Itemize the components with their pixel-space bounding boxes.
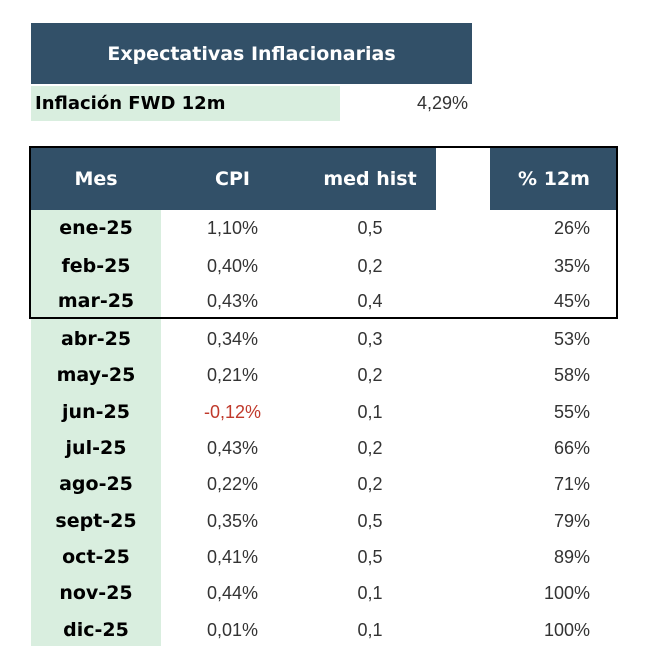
pct-12m-cell: 45% xyxy=(553,290,590,311)
table-row: oct-25 0,41% 0,5 89% xyxy=(0,539,648,575)
month-cell: ene-25 xyxy=(59,217,133,239)
pct-12m-cell: 66% xyxy=(553,437,590,458)
cpi-cell: 0,40% xyxy=(206,255,259,276)
table-row: sept-25 0,35% 0,5 79% xyxy=(0,503,648,539)
cpi-cell: 0,21% xyxy=(206,364,259,385)
pct-12m-cell: 55% xyxy=(553,401,590,422)
cpi-cell: 0,44% xyxy=(206,582,259,603)
cpi-cell: 0,43% xyxy=(206,437,259,458)
month-cell: nov-25 xyxy=(59,582,133,604)
month-cell: oct-25 xyxy=(62,546,130,568)
med-hist-cell: 0,2 xyxy=(357,255,383,276)
month-cell: feb-25 xyxy=(61,255,131,277)
table-title: Expectativas Inflacionarias xyxy=(31,23,472,84)
fwd-inflation-value: 4,29% xyxy=(416,93,468,113)
month-cell: may-25 xyxy=(56,364,136,386)
month-cell: sept-25 xyxy=(55,510,137,532)
pct-12m-cell: 100% xyxy=(543,582,590,603)
pct-12m-cell: 79% xyxy=(553,510,590,531)
table-row: jul-25 0,43% 0,2 66% xyxy=(0,430,648,466)
table-row: mar-25 0,43% 0,4 45% xyxy=(0,283,648,319)
cpi-cell: 0,22% xyxy=(206,473,259,494)
table-row: nov-25 0,44% 0,1 100% xyxy=(0,575,648,611)
cpi-cell: 0,34% xyxy=(206,328,259,349)
med-hist-cell: 0,1 xyxy=(357,582,383,603)
pct-12m-cell: 100% xyxy=(543,619,590,640)
column-header-mes: Mes xyxy=(31,148,161,210)
month-column-background xyxy=(31,210,161,646)
cpi-cell: 0,43% xyxy=(206,290,259,311)
table-row: dic-25 0,01% 0,1 100% xyxy=(0,612,648,648)
column-header-pct-12m: % 12m xyxy=(490,148,618,210)
med-hist-cell: 0,2 xyxy=(357,473,383,494)
month-cell: jun-25 xyxy=(62,401,130,423)
cpi-cell: 0,01% xyxy=(206,619,259,640)
table-row: abr-25 0,34% 0,3 53% xyxy=(0,321,648,357)
med-hist-cell: 0,3 xyxy=(357,328,383,349)
med-hist-cell: 0,1 xyxy=(357,619,383,640)
cpi-cell: -0,12% xyxy=(203,401,262,422)
table-row: ago-25 0,22% 0,2 71% xyxy=(0,466,648,502)
month-cell: ago-25 xyxy=(59,473,133,495)
column-header-cpi: CPI xyxy=(161,148,304,210)
med-hist-cell: 0,1 xyxy=(357,401,383,422)
cpi-cell: 0,41% xyxy=(206,546,259,567)
med-hist-cell: 0,5 xyxy=(357,510,383,531)
pct-12m-cell: 89% xyxy=(553,546,590,567)
table-row: feb-25 0,40% 0,2 35% xyxy=(0,248,648,284)
pct-12m-cell: 71% xyxy=(553,473,590,494)
month-cell: mar-25 xyxy=(57,290,135,312)
pct-12m-cell: 58% xyxy=(553,364,590,385)
table-row: jun-25 -0,12% 0,1 55% xyxy=(0,394,648,430)
cpi-cell: 1,10% xyxy=(206,217,259,238)
med-hist-cell: 0,5 xyxy=(357,217,383,238)
month-cell: abr-25 xyxy=(60,328,132,350)
med-hist-cell: 0,2 xyxy=(357,437,383,458)
column-header-med-hist: med hist xyxy=(304,148,436,210)
pct-12m-cell: 26% xyxy=(553,217,590,238)
month-cell: jul-25 xyxy=(65,437,127,459)
med-hist-cell: 0,2 xyxy=(357,364,383,385)
table-row: may-25 0,21% 0,2 58% xyxy=(0,357,648,393)
pct-12m-cell: 35% xyxy=(553,255,590,276)
cpi-cell: 0,35% xyxy=(206,510,259,531)
pct-12m-cell: 53% xyxy=(553,328,590,349)
table-row: ene-25 1,10% 0,5 26% xyxy=(0,210,648,246)
med-hist-cell: 0,5 xyxy=(357,546,383,567)
month-cell: dic-25 xyxy=(63,619,129,641)
fwd-inflation-label: Inflación FWD 12m xyxy=(31,86,340,121)
med-hist-cell: 0,4 xyxy=(357,290,383,311)
